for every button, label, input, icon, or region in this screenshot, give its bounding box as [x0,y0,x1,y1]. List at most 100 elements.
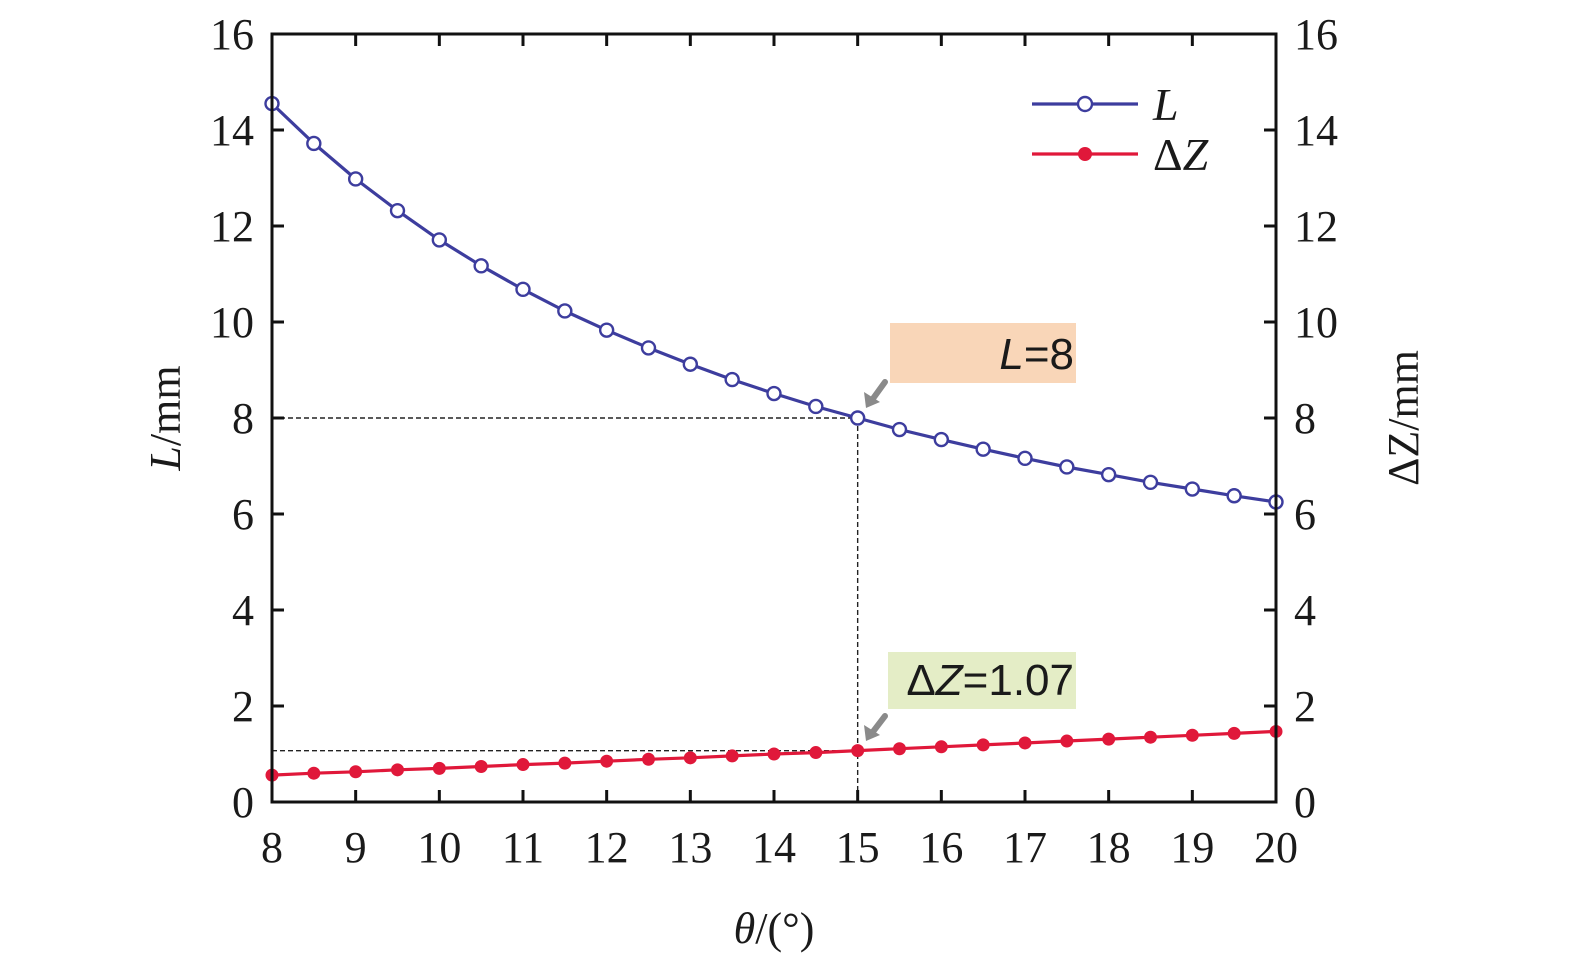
data-point [1018,736,1032,750]
tick-labels: 8 9 10 11 12 13 14 15 16 17 18 19 200 02 24 46 68 810 1012… [210,10,1338,872]
x-tick-label: 11 [502,823,544,872]
data-point [683,751,697,765]
series-markers [264,95,1284,782]
y-tick-label-right: 4 [1294,586,1316,635]
series-line-0 [270,102,1277,504]
axis-titles: θ/(°) L/mm ΔZ/mm [141,350,1428,953]
data-point [432,761,446,775]
y-tick-label-left: 2 [232,682,254,731]
x-tick-label: 8 [261,823,283,872]
x-tick-label: 20 [1254,823,1298,872]
x-tick-label: 17 [1003,823,1047,872]
data-point [307,766,321,780]
y-tick-label-left: 16 [210,10,254,59]
annotation-arrowhead-0 [864,392,880,408]
data-point [557,303,573,319]
data-point [347,171,364,187]
plot-border [270,32,1278,804]
data-point [349,765,363,779]
x-tick-label: 9 [345,823,367,872]
x-tick-label: 19 [1170,823,1214,872]
data-point [933,431,950,448]
data-point [1060,734,1074,748]
plot-frame [270,32,1278,804]
annotation-box-0 [890,323,1076,383]
x-tick-label: 10 [417,823,461,872]
data-point [1142,474,1159,491]
data-point [516,758,530,772]
annotation-arrow-1 [869,713,888,736]
data-point [682,356,699,372]
annotations: L=8 ΔZ=1.07 [864,323,1076,741]
y-tick-label-left: 0 [232,778,254,827]
data-point [849,410,866,426]
legend-marker-0 [1076,95,1094,113]
x-tick-label: 16 [919,823,963,872]
data-point [642,752,655,766]
x-tick-label: 18 [1087,823,1131,872]
y-tick-label-right: 12 [1294,202,1338,251]
annotation-label-0: L=8 [999,330,1074,379]
data-point [808,398,824,415]
annotation-arrowhead-1 [864,725,880,741]
y-tick-label-left: 14 [210,106,254,155]
data-point [1227,726,1241,740]
x-axis-title: θ/(°) [734,904,815,953]
data-point [389,202,406,219]
data-point [766,385,782,402]
y-tick-label-right: 10 [1294,298,1338,347]
legend-marker-1 [1078,147,1092,161]
data-point [725,749,739,763]
y-axis-title-left: L/mm [141,365,190,471]
data-point [600,754,614,768]
data-point [306,135,322,152]
data-point [893,742,906,756]
data-point [1184,481,1201,497]
y-tick-label-right: 0 [1294,778,1316,827]
legend-label-1: ΔZ [1153,129,1209,180]
data-point [1100,466,1117,483]
data-point [598,322,615,338]
data-point [558,756,572,770]
y-tick-label-left: 6 [232,490,254,539]
guide-lines [272,417,859,802]
y-tick-label-right: 8 [1294,394,1316,443]
annotation-box-1 [888,652,1076,709]
data-point [473,258,489,274]
annotation-arrow-0 [869,379,888,403]
y-tick-label-right: 6 [1294,490,1316,539]
data-point [431,232,448,248]
x-tick-label: 12 [585,823,629,872]
y-tick-label-right: 2 [1294,682,1316,731]
x-tick-label: 13 [668,823,712,872]
data-point [515,281,531,298]
data-point [1144,730,1157,744]
data-point [934,740,948,754]
x-tick-label: 15 [836,823,880,872]
data-point [767,747,781,761]
y-tick-label-left: 8 [232,394,254,443]
series-lines [270,102,1277,777]
data-point [891,421,908,438]
data-point [474,759,488,773]
legend: LΔZ [1032,79,1209,180]
annotation-label-1: ΔZ=1.07 [906,656,1074,705]
y-tick-label-left: 10 [210,298,254,347]
legend-label-0: L [1152,79,1179,130]
data-point [976,738,990,752]
data-point [724,371,740,388]
data-point [1185,728,1199,742]
y-tick-label-left: 4 [232,586,254,635]
data-point [640,340,657,356]
y-axis-title-right: ΔZ/mm [1379,350,1428,486]
data-point [975,441,991,457]
y-tick-label-left: 12 [210,202,254,251]
data-point [1226,488,1242,504]
data-point [1059,459,1075,475]
data-point [809,746,823,760]
x-tick-label: 14 [752,823,796,872]
data-point [1102,732,1116,746]
y-tick-label-right: 16 [1294,10,1338,59]
y-tick-label-right: 14 [1294,106,1338,155]
